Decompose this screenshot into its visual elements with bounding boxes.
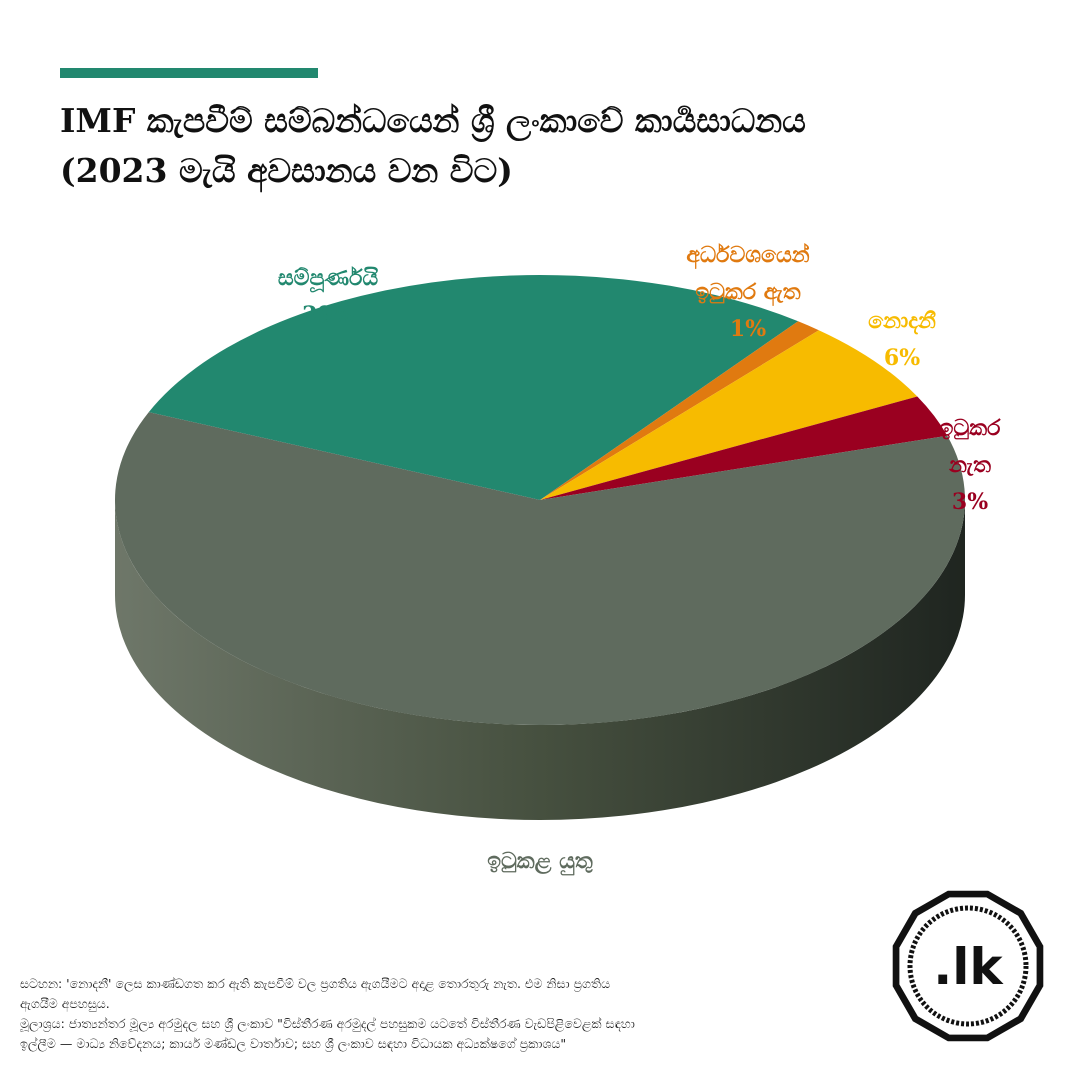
slice-value-label: 6%	[884, 345, 920, 371]
slice-name-label: ඉටුකර ඇත	[695, 279, 800, 306]
pie-slice-3	[540, 396, 948, 500]
slice-name-label: අර්ධවශයෙන්	[686, 242, 809, 269]
lk-logo: .lk	[892, 890, 1044, 1042]
logo-text: .lk	[933, 938, 1004, 996]
pie-slice-2	[540, 330, 918, 500]
pie-side-wall	[115, 500, 965, 820]
page-title: IMF කැපවීම් සම්බන්ධයෙන් ශ්‍රී ලංකාවේ කාර…	[60, 96, 1020, 196]
slice-label-2: නොදනී 6%	[868, 308, 936, 371]
slice-value-label: 1%	[730, 316, 766, 342]
slice-value-label: 29%	[302, 302, 354, 328]
slice-label-3: ඉටුකර නැත 3%	[940, 415, 1001, 515]
slice-name-label: නැත	[948, 452, 991, 478]
slice-label-1: අර්ධවශයෙන් ඉටුකර ඇත 1%	[686, 242, 809, 342]
pie-labels: සම්පූර්ණයි 29% අර්ධවශයෙන් ඉටුකර ඇත 1% නොදනී 6%…	[278, 242, 1001, 880]
slice-label-4: ඉටුකළ යුතු61%	[487, 848, 593, 880]
logo-center	[916, 914, 1020, 1018]
slice-name-label: ඉටුකර	[940, 415, 1001, 441]
pie-slice-0	[148, 275, 799, 500]
slice-name-label: නොදනී	[868, 308, 936, 335]
accent-bar	[60, 68, 318, 78]
note-line-1: සටහන: 'නොදනී' ලෙස කාණ්ඩගත කර ඇති කැපවීම්…	[20, 976, 611, 991]
pie-side-face	[115, 500, 965, 820]
note-line-2: ඇගයීම අපහසුය.	[20, 996, 110, 1011]
slice-value-label: 3%	[952, 489, 988, 515]
title-line-1: IMF කැපවීම් සම්බන්ධයෙන් ශ්‍රී ලංකාවේ කාර…	[60, 101, 806, 140]
slice-name-label: සම්පූර්ණයි	[278, 265, 379, 293]
pie-top	[115, 275, 966, 726]
source-line-1: මූලාශ්‍රය: ජාත්‍යන්තර මූල්‍ය අරමුදල සහ ශ…	[20, 1016, 635, 1031]
pie-slice-1	[540, 321, 819, 500]
source-line-2: ඉල්ලීම — මාධ්‍ය නිවේදනය; කාර්ය මණ්ඩල වාර…	[20, 1036, 567, 1051]
slice-name-label: ඉටුකළ යුතු	[487, 848, 593, 876]
pie-chart: සම්පූර්ණයි 29% අර්ධවශයෙන් ඉටුකර ඇත 1% නොදනී 6%…	[115, 242, 1001, 880]
logo-pattern-ring	[907, 905, 1029, 1027]
pie-slice-4	[115, 412, 966, 726]
title-line-2: (2023 මැයි අවසානය වන විට)	[60, 151, 513, 190]
footer: සටහන: 'නොදනී' ලෙස කාණ්ඩගත කර ඇති කැපවීම්…	[20, 974, 820, 1054]
slice-label-0: සම්පූර්ණයි 29%	[278, 265, 379, 328]
